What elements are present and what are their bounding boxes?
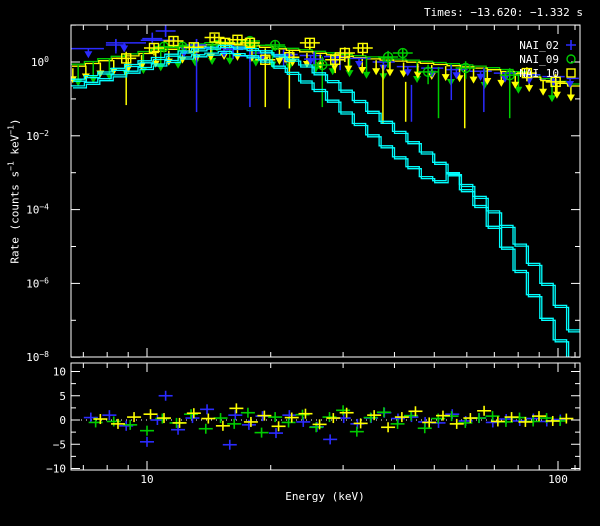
svg-text:−10: −10 — [46, 463, 66, 476]
legend-label-nai10: NAI_10 — [519, 66, 559, 80]
svg-text:100: 100 — [548, 473, 568, 486]
x-axis-label: Energy (keV) — [285, 490, 365, 503]
legend-item-nai02: NAI_02 — [519, 38, 578, 52]
plus-marker-icon — [566, 40, 576, 50]
legend-label-nai02: NAI_02 — [519, 38, 559, 52]
circle-marker-icon — [566, 54, 576, 64]
svg-text:5: 5 — [59, 390, 66, 403]
svg-text:10: 10 — [53, 366, 66, 379]
legend-label-nai09: NAI_09 — [519, 52, 559, 66]
time-interval-title: Times: −13.620: −1.332 s — [424, 6, 583, 19]
svg-text:10: 10 — [140, 473, 153, 486]
legend-item-nai10: NAI_10 — [519, 66, 578, 80]
legend-item-nai09: NAI_09 — [519, 52, 578, 66]
legend: NAI_02 NAI_09 NAI_10 — [519, 38, 578, 80]
svg-text:0: 0 — [59, 414, 66, 427]
model-curves — [71, 44, 580, 357]
svg-text:−5: −5 — [53, 438, 66, 451]
y-axis-label: Rate (counts s−1 keV−1) — [6, 118, 22, 264]
residual-panel-series — [71, 390, 580, 450]
square-marker-icon — [566, 68, 576, 78]
axes — [70, 24, 581, 471]
